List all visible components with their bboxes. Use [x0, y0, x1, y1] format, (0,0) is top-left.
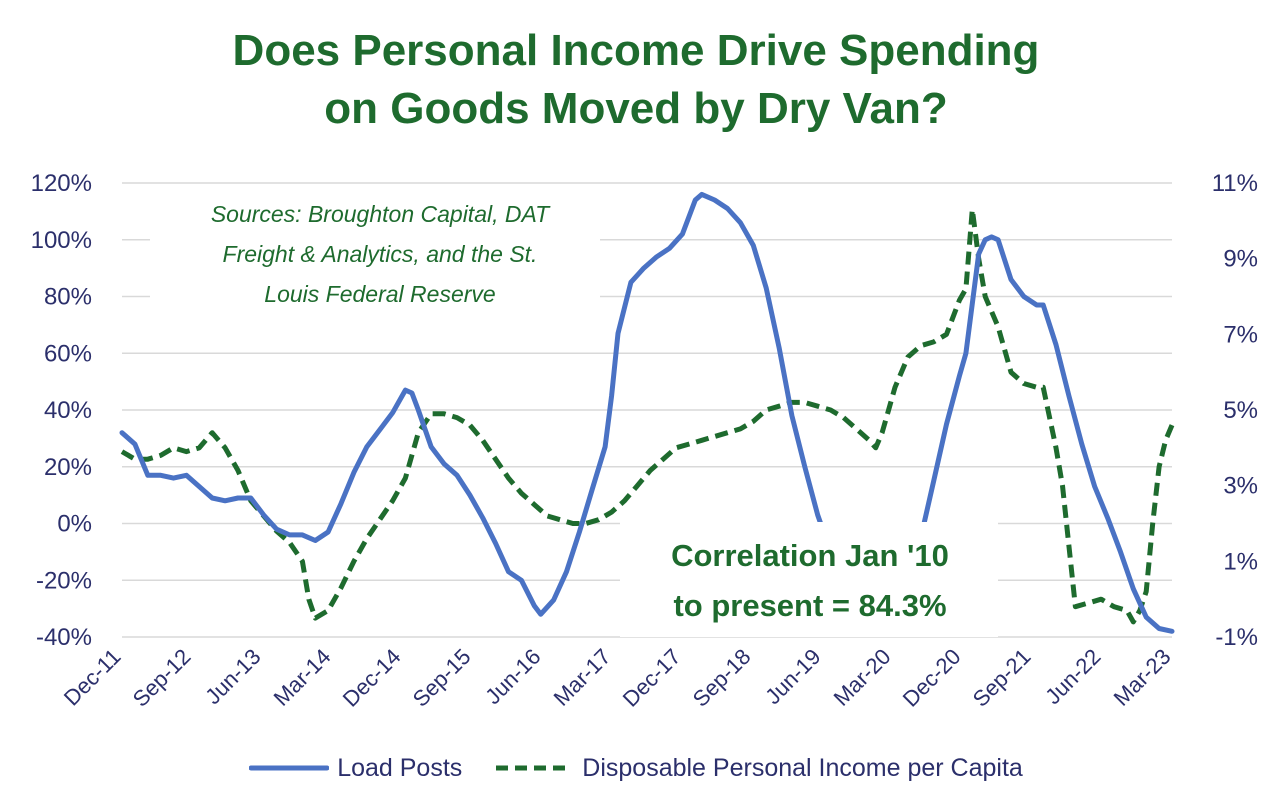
- y-left-tick-label: 40%: [44, 397, 92, 424]
- source-note-line-1: Sources: Broughton Capital, DAT: [211, 201, 551, 227]
- y-left-tick-label: 100%: [31, 227, 92, 254]
- y-right-tick-label: 7%: [1223, 321, 1258, 348]
- legend-label-load-posts: Load Posts: [337, 753, 463, 782]
- y-left-tick-label: 80%: [44, 284, 92, 311]
- source-note-line-2: Freight & Analytics, and the St.: [223, 241, 538, 267]
- correlation-line-2: to present = 84.3%: [673, 588, 946, 623]
- series-line-load-posts: [119, 191, 1175, 634]
- x-tick-label: Sep-21: [968, 644, 1036, 712]
- left-axis: -40% -20% 0% 20% 40% 60% 80% 100% 120%: [31, 170, 92, 651]
- x-tick-label: Dec-11: [59, 644, 126, 711]
- x-tick-label: Mar-14: [269, 644, 336, 711]
- y-left-tick-label: 120%: [31, 170, 92, 197]
- x-tick-label: Mar-17: [549, 644, 616, 711]
- right-axis: -1% 1% 3% 5% 7% 9% 11%: [1212, 170, 1258, 651]
- y-left-tick-label: -20%: [36, 567, 92, 594]
- legend-swatch-solid-line: [249, 765, 330, 771]
- legend-swatch-dashed-line: [496, 765, 573, 771]
- correlation-box: [620, 522, 998, 637]
- x-axis: Dec-11 Sep-12 Jun-13 Mar-14 Dec-14 Sep-15 Jun-…: [59, 644, 1176, 712]
- x-tick-label: Jun-22: [1040, 644, 1105, 709]
- x-tick-label: Mar-23: [1109, 644, 1176, 711]
- y-left-tick-label: 20%: [44, 454, 92, 481]
- y-right-tick-label: 9%: [1223, 246, 1258, 273]
- chart-plot-area: Sources: Broughton Capital, DAT Freight …: [31, 170, 1258, 712]
- source-note-box: [150, 192, 600, 312]
- x-tick-label: Jun-16: [480, 644, 545, 709]
- annotation-boxes: [150, 192, 998, 637]
- chart-title-line-1: Does Personal Income Drive Spending: [232, 26, 1040, 75]
- y-right-tick-label: 3%: [1223, 473, 1258, 500]
- legend-item-load-posts: Load Posts: [249, 754, 462, 783]
- x-tick-label: Dec-14: [338, 644, 406, 712]
- y-left-tick-label: 60%: [44, 340, 92, 367]
- y-right-tick-label: 5%: [1223, 397, 1258, 424]
- x-tick-label: Jun-19: [760, 644, 825, 709]
- legend-item-disposable-income: Disposable Personal Income per Capita: [494, 754, 1023, 783]
- y-right-tick-label: -1%: [1215, 624, 1258, 651]
- x-tick-label: Jun-13: [200, 644, 265, 709]
- x-tick-label: Sep-15: [408, 644, 476, 712]
- y-left-tick-label: -40%: [36, 624, 92, 651]
- series-line-disposable-income: [120, 207, 1175, 625]
- series-lines: [119, 191, 1175, 634]
- x-tick-label: Sep-12: [128, 644, 196, 712]
- y-right-tick-label: 1%: [1223, 548, 1258, 575]
- x-tick-label: Mar-20: [829, 644, 896, 711]
- legend: Load Posts Disposable Personal Income pe…: [0, 748, 1272, 788]
- x-tick-label: Dec-17: [618, 644, 686, 712]
- y-left-tick-label: 0%: [57, 511, 92, 538]
- y-right-tick-label: 11%: [1212, 170, 1258, 197]
- x-tick-label: Sep-18: [688, 644, 756, 712]
- x-tick-label: Dec-20: [898, 644, 966, 712]
- source-note-line-3: Louis Federal Reserve: [264, 281, 495, 307]
- legend-label-disposable-income: Disposable Personal Income per Capita: [582, 753, 1023, 782]
- correlation-line-1: Correlation Jan '10: [671, 538, 949, 573]
- chart-title: Does Personal Income Drive Spending on G…: [0, 22, 1272, 138]
- chart-title-line-2: on Goods Moved by Dry Van?: [324, 84, 948, 133]
